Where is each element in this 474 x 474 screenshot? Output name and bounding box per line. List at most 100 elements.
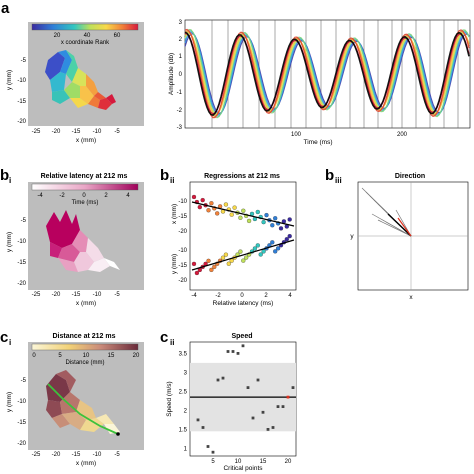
cii-ytick: 3.5 [179, 351, 188, 357]
speed-point [211, 450, 215, 454]
biii-ylabel: y [350, 233, 354, 240]
regression-point [284, 237, 289, 242]
speed-point [216, 378, 220, 382]
a-xtick: -25 [32, 129, 41, 135]
ci-ytick: -10 [17, 399, 26, 405]
biii-xlabel: x [409, 294, 413, 301]
ci-distance-surface [46, 370, 120, 434]
a-wave-ytick: -2 [177, 108, 183, 114]
cii-ytick: 2 [184, 408, 188, 414]
regression-point [273, 216, 278, 221]
bi-xtick: -10 [93, 292, 102, 298]
a-wave-ytick: -3 [177, 125, 183, 131]
bii-xlabel: Relative latency (ms) [213, 300, 274, 307]
ci-colorbar [31, 343, 139, 351]
cii-xtick: 10 [235, 459, 242, 465]
direction-arrow [377, 219, 412, 237]
bii-panel: Regressions at 212 ms -10 -15 -20 -10 -1… [171, 173, 297, 307]
wave-trace [184, 30, 470, 117]
panel-label-bi: b [0, 167, 9, 184]
bii-xtick: -2 [215, 293, 221, 299]
speed-point [261, 410, 265, 414]
regression-point [226, 261, 231, 266]
bi-cbar-tick: 4 [126, 193, 130, 199]
ci-title: Distance at 212 ms [52, 333, 115, 340]
speed-point [206, 445, 210, 448]
a-xtick: -10 [93, 129, 102, 135]
biii-panel: Direction x y [350, 173, 469, 301]
speed-point [241, 344, 245, 348]
speed-point [281, 405, 285, 408]
bi-title: Relative latency at 212 ms [41, 173, 128, 180]
cii-points [196, 344, 295, 454]
cii-ytick: 1 [184, 446, 188, 452]
regression-point [220, 255, 226, 260]
cii-xlabel: Critical points [223, 465, 263, 472]
regression-point [197, 204, 202, 210]
a-xlabel: x (mm) [76, 137, 96, 144]
regression-point [252, 246, 258, 251]
bi-latency-surface [46, 210, 120, 272]
bi-cbar-tick: -4 [37, 193, 43, 199]
ci-cbar-tick: 0 [32, 353, 36, 359]
panel-sub-bi: i [9, 176, 11, 185]
ci-xlabel: x (mm) [76, 460, 96, 467]
regression-point [255, 243, 260, 248]
speed-point [256, 378, 260, 382]
bii-xtick: -4 [191, 293, 197, 299]
regression-point [264, 212, 269, 218]
regression-point [255, 209, 260, 215]
bii-title: Regressions at 212 ms [204, 173, 280, 180]
ci-xtick: -5 [114, 452, 120, 458]
ci-cbar-tick: 20 [133, 353, 140, 359]
regression-point [206, 258, 211, 263]
regression-point [194, 270, 200, 276]
speed-point [286, 395, 290, 399]
panel-sub-bii: ii [170, 176, 174, 185]
regression-point [238, 249, 243, 254]
ci-ytick: -15 [17, 420, 26, 426]
regression-point [209, 201, 214, 206]
regression-point [287, 234, 292, 239]
bi-cbar-tick: -2 [59, 193, 65, 199]
ci-cbar-tick: 10 [83, 353, 90, 359]
a-wave-xtick: 100 [291, 132, 302, 138]
cii-ytick: 1.5 [179, 427, 188, 433]
bii-xtick: 0 [240, 293, 244, 299]
a-ytick: -5 [21, 58, 27, 64]
regression-point [206, 208, 211, 213]
ci-cbar-tick: 15 [108, 353, 115, 359]
ci-map-background [28, 342, 144, 450]
regression-point [261, 249, 266, 254]
regression-point [191, 261, 197, 267]
bi-ytick: -10 [17, 239, 26, 245]
a-cbar-tick: 60 [114, 33, 121, 39]
cii-xtick: 5 [211, 459, 215, 465]
biii-direction-arrows [361, 187, 412, 237]
bi-panel: Relative latency at 212 ms -4 -2 0 2 4 T… [6, 173, 144, 307]
a-wave-ytick: 3 [179, 20, 183, 26]
bi-cbar-label: Time (ms) [72, 200, 99, 206]
a-ytick: -10 [17, 78, 26, 84]
a-wave-ytick: 1 [179, 54, 183, 60]
panel-label-ci: c [0, 329, 8, 346]
a-ytick: -15 [17, 99, 26, 105]
bii-bottom-fit-line [191, 239, 295, 271]
a-wave-panel: 3 2 1 0 -1 -2 -3 100 200 Time (ms) Ampli… [168, 19, 471, 146]
speed-point [291, 386, 295, 389]
bii-top-ytick: -20 [178, 229, 187, 235]
a-colorbar [31, 23, 139, 31]
a-wave-xtick: 200 [397, 132, 408, 138]
regression-point [238, 215, 243, 220]
cii-panel: Speed 3.5 3 2.5 2 1.5 1 5 10 15 20 Critical poin… [166, 333, 297, 472]
ci-xtick: -20 [52, 452, 61, 458]
panel-label-bii: b [160, 167, 169, 184]
a-wave-ylabel: Amplitude (db) [168, 53, 175, 95]
speed-point [276, 405, 280, 408]
panel-label-cii: c [160, 329, 168, 346]
ci-xtick: -25 [32, 452, 41, 458]
bii-xtick: 4 [288, 293, 292, 299]
regression-point [275, 246, 281, 251]
bii-top-ylabel: x (mm) [171, 204, 178, 224]
